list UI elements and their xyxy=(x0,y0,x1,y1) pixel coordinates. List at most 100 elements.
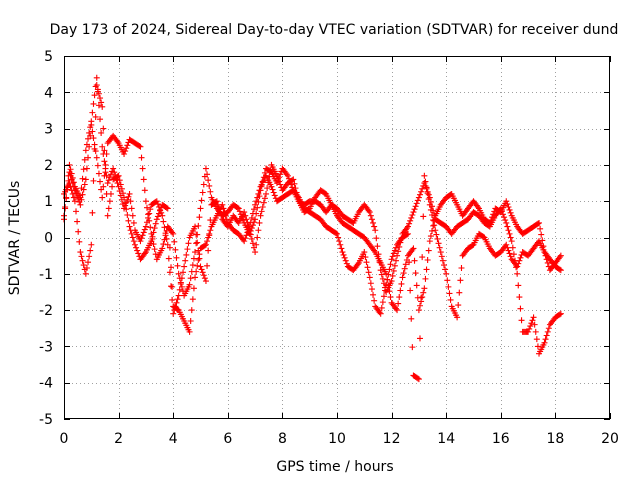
data-point xyxy=(110,165,117,172)
data-point xyxy=(514,270,521,277)
data-point-interp xyxy=(91,145,98,152)
x-tick-label: 4 xyxy=(169,431,178,447)
data-point-interp xyxy=(199,189,206,196)
data-point-interp xyxy=(62,205,69,212)
data-point-interp xyxy=(342,257,349,264)
data-point-interp xyxy=(193,231,200,238)
data-point-interp xyxy=(271,192,278,199)
data-point-interp xyxy=(291,180,298,187)
data-point-interp xyxy=(198,266,205,273)
data-point-interp xyxy=(125,217,132,224)
data-point-interp xyxy=(412,203,419,210)
data-point-interp xyxy=(207,188,214,195)
data-point xyxy=(99,103,106,110)
data-point-interp xyxy=(97,95,104,102)
data-point-interp xyxy=(194,262,201,269)
data-point-interp xyxy=(337,241,344,248)
data-point-interp xyxy=(374,243,381,250)
data-point-interp xyxy=(140,229,147,236)
x-tick-label: 0 xyxy=(60,431,69,447)
data-point-interp xyxy=(151,246,158,253)
data-point xyxy=(126,223,133,230)
data-point-interp xyxy=(398,280,405,287)
data-point-interp xyxy=(163,204,170,211)
data-point xyxy=(372,227,379,234)
data-point-interp xyxy=(189,262,196,269)
y-tick-label: 4 xyxy=(44,85,53,101)
data-point-interp xyxy=(510,251,517,258)
data-point-interp xyxy=(543,332,550,339)
data-point-interp xyxy=(505,204,512,211)
data-point xyxy=(290,176,297,183)
data-point-interp xyxy=(124,196,131,203)
data-point-interp xyxy=(68,187,75,194)
data-point-interp xyxy=(386,266,393,273)
data-point-interp xyxy=(125,193,132,200)
data-point-interp xyxy=(413,200,420,207)
data-point-interp xyxy=(542,252,549,259)
data-point-interp xyxy=(160,241,167,248)
data-point-interp xyxy=(534,343,541,350)
data-point xyxy=(339,249,346,256)
data-point xyxy=(137,238,144,245)
data-point-interp xyxy=(89,109,96,116)
data-point-interp xyxy=(261,169,268,176)
data-point-interp xyxy=(504,244,511,251)
data-point-interp xyxy=(545,325,552,332)
data-point-interp xyxy=(407,287,414,294)
data-point-interp xyxy=(408,214,415,221)
data-point xyxy=(432,227,439,234)
data-point-interp xyxy=(507,234,514,241)
data-point xyxy=(170,230,177,237)
data-point-interp xyxy=(218,212,225,219)
data-point xyxy=(399,274,406,281)
data-point-interp xyxy=(161,224,168,231)
data-point-interp xyxy=(78,253,85,260)
data-point-interp xyxy=(269,186,276,193)
data-point-interp xyxy=(94,162,101,169)
data-point-interp xyxy=(441,262,448,269)
data-point xyxy=(377,310,384,317)
data-point-interp xyxy=(247,219,254,226)
data-point-interp xyxy=(370,291,377,298)
data-point-interp xyxy=(98,129,105,136)
data-point-interp xyxy=(90,100,97,107)
data-point-interp xyxy=(107,190,114,197)
data-point-interp xyxy=(73,208,80,215)
data-point xyxy=(241,209,248,216)
data-point-interp xyxy=(81,156,88,163)
data-point-interp xyxy=(433,231,440,238)
data-point-interp xyxy=(163,235,170,242)
data-point-interp xyxy=(204,171,211,178)
data-point-interp xyxy=(277,171,284,178)
data-point-interp xyxy=(362,254,369,261)
data-point-interp xyxy=(544,328,551,335)
data-point-interp xyxy=(507,209,514,216)
data-point-interp xyxy=(539,237,546,244)
data-point-interp xyxy=(253,198,260,205)
data-point-interp xyxy=(292,185,299,192)
data-point-interp xyxy=(408,315,415,322)
y-tick-label: 1 xyxy=(44,194,53,210)
data-point-interp xyxy=(411,257,418,264)
data-point-interp xyxy=(123,199,130,206)
data-point-interp xyxy=(81,181,88,188)
data-point-interp xyxy=(403,231,410,238)
data-point-interp xyxy=(338,245,345,252)
x-tick-label: 18 xyxy=(546,431,564,447)
data-point-interp xyxy=(533,336,540,343)
data-point-interp xyxy=(177,280,184,287)
data-point-interp xyxy=(168,283,175,290)
data-point-interp xyxy=(201,275,208,282)
data-point-interp xyxy=(190,255,197,262)
data-point xyxy=(503,219,510,226)
data-point-interp xyxy=(147,206,154,213)
data-point-interp xyxy=(109,183,116,190)
data-point-interp xyxy=(248,214,255,221)
data-point-interp xyxy=(245,223,252,230)
data-point-interp xyxy=(89,128,96,135)
data-point-interp xyxy=(70,194,77,201)
data-point-interp xyxy=(143,219,150,226)
y-tick-label: 3 xyxy=(44,122,53,138)
data-point-interp xyxy=(67,166,74,173)
